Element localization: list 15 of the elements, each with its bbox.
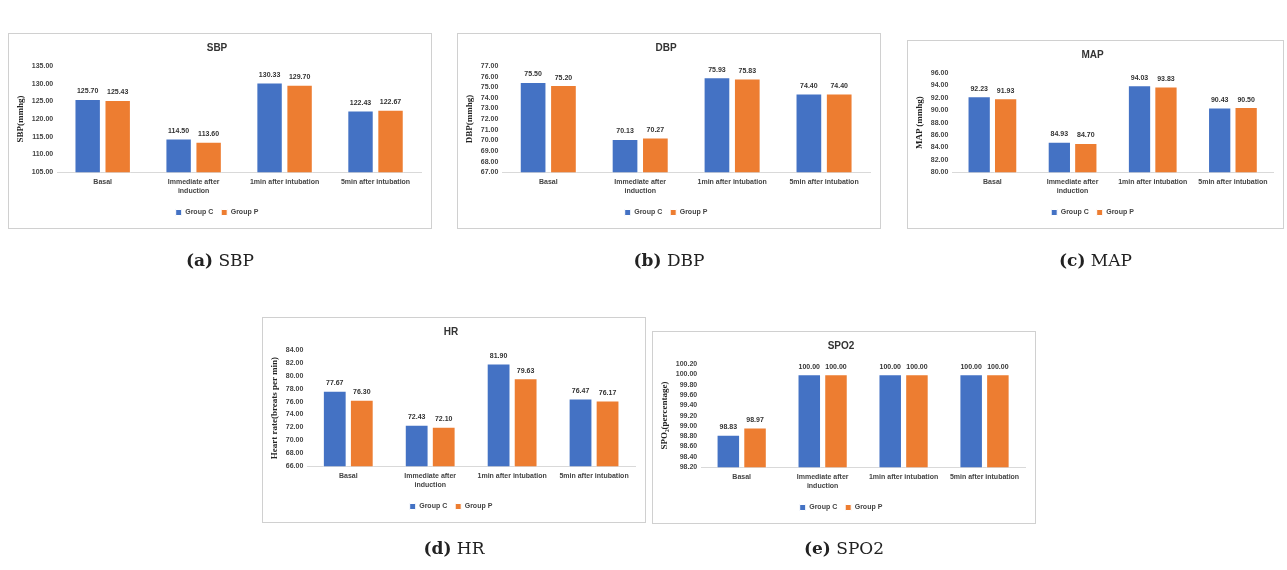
chart-title: SPO2 bbox=[827, 339, 855, 351]
y-axis-title: SBP(mmhg) bbox=[14, 95, 25, 143]
y-axis-title: MAP (mmhg) bbox=[913, 96, 924, 149]
y-axis-title: SPO₂(percentage) bbox=[658, 381, 669, 450]
chart-title: DBP bbox=[655, 41, 677, 53]
y-axis-title: DBP(mmhg) bbox=[463, 94, 474, 144]
text: (c) MAP bbox=[1058, 250, 1133, 270]
y-axis-title: Heart rate(breats per min) bbox=[268, 356, 279, 460]
chart-title: HR bbox=[443, 325, 459, 337]
chart-title: SBP bbox=[206, 41, 228, 53]
text: (e) SPO2 bbox=[802, 538, 886, 558]
text: (b) DBP bbox=[632, 250, 706, 270]
text: (a) SBP bbox=[184, 250, 256, 270]
chart-title: MAP bbox=[1081, 48, 1104, 60]
text: (d) HR bbox=[422, 538, 486, 558]
